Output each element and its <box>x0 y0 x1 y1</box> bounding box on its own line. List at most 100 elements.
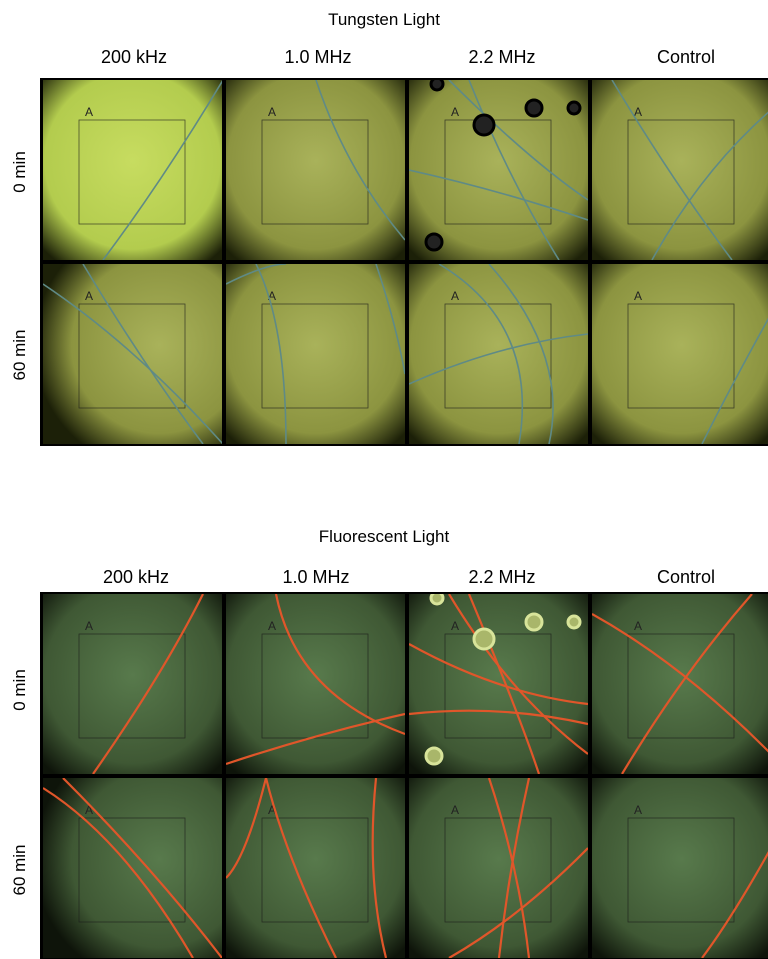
fiber <box>448 594 588 755</box>
micrograph-panel: A <box>226 778 405 958</box>
micrograph-image: A <box>226 264 405 444</box>
micrograph-panel: A <box>409 594 588 774</box>
fiber <box>62 778 222 958</box>
row-label: 0 min <box>10 151 29 193</box>
row-label: 60 min <box>10 844 29 896</box>
panel-label: A <box>85 105 93 119</box>
panel-label: A <box>634 619 642 633</box>
fiber <box>226 778 268 879</box>
panel-label: A <box>85 803 93 817</box>
panel-label: A <box>268 803 276 817</box>
bubble <box>524 98 544 118</box>
reference-square <box>627 633 735 739</box>
reference-square <box>261 303 369 409</box>
panel-label: A <box>85 619 93 633</box>
fiber <box>701 317 768 444</box>
reference-square <box>261 119 369 225</box>
column-label: 2.2 MHz <box>468 567 536 587</box>
micrograph-panel: A <box>43 594 222 774</box>
fiber <box>264 778 337 958</box>
fiber <box>255 264 287 444</box>
micrograph-image: A <box>43 778 222 958</box>
fiber <box>487 778 531 958</box>
panel-label: A <box>268 619 276 633</box>
micrograph-panel: A <box>592 778 768 958</box>
fiber <box>701 851 768 958</box>
micrograph-panel: A <box>409 778 588 958</box>
column-label: Control <box>656 567 716 587</box>
micrograph-image: A <box>592 80 768 260</box>
fiber <box>274 594 405 736</box>
section-title-fluorescent: Fluorescent Light <box>318 527 450 546</box>
panel-label: A <box>634 289 642 303</box>
fiber <box>488 264 554 444</box>
micrograph-image: A <box>43 80 222 260</box>
fiber <box>43 283 222 444</box>
reference-square <box>627 119 735 225</box>
reference-square <box>261 817 369 923</box>
column-label: 200 kHz <box>100 47 168 67</box>
micrograph-image: A <box>409 594 588 774</box>
micrograph-image: A <box>409 80 588 260</box>
reference-square <box>444 303 552 409</box>
micrograph-image: A <box>409 778 588 958</box>
micrograph-image: A <box>409 264 588 444</box>
column-label: Control <box>656 47 716 67</box>
micrograph-image: A <box>226 778 405 958</box>
micrograph-image: A <box>592 594 768 774</box>
micrograph-image: A <box>592 264 768 444</box>
micrograph-grid-tungsten: A A A A A A A A <box>40 78 768 446</box>
fiber <box>448 80 588 201</box>
reference-square <box>78 303 186 409</box>
bubble <box>429 594 445 606</box>
panel-label: A <box>268 289 276 303</box>
fiber <box>409 709 588 726</box>
bubble <box>566 614 582 630</box>
micrograph-panel: A <box>592 80 768 260</box>
reference-square <box>627 817 735 923</box>
fiber <box>468 80 560 260</box>
fiber <box>438 264 523 444</box>
bubble <box>429 80 445 92</box>
fiber <box>651 111 768 260</box>
micrograph-image: A <box>226 80 405 260</box>
micrograph-panel: A <box>226 594 405 774</box>
column-label: 1.0 MHz <box>284 47 352 67</box>
section-title-tungsten: Tungsten Light <box>328 10 440 29</box>
fiber <box>82 264 204 444</box>
bubble <box>472 113 496 137</box>
panel-label: A <box>451 105 459 119</box>
reference-square <box>78 119 186 225</box>
panel-label: A <box>634 803 642 817</box>
fiber <box>467 594 541 774</box>
reference-square <box>261 633 369 739</box>
fiber <box>409 169 588 221</box>
micrograph-panel: A <box>592 594 768 774</box>
micrograph-grid-fluorescent: A A A A A A A A <box>40 592 768 959</box>
fiber <box>43 787 194 958</box>
micrograph-image: A <box>43 594 222 774</box>
bubble <box>424 232 444 252</box>
micrograph-panel: A <box>43 80 222 260</box>
reference-square <box>627 303 735 409</box>
row-label: 60 min <box>10 329 29 381</box>
fiber <box>102 80 222 260</box>
panel-label: A <box>268 105 276 119</box>
reference-square <box>444 633 552 739</box>
bubble <box>472 627 496 651</box>
panel-label: A <box>451 289 459 303</box>
fiber <box>611 80 733 260</box>
bubble <box>566 100 582 116</box>
panel-label: A <box>634 105 642 119</box>
column-label: 200 kHz <box>102 567 170 587</box>
fiber <box>371 778 388 958</box>
bubble <box>424 746 444 766</box>
fiber <box>226 264 287 285</box>
reference-square <box>444 817 552 923</box>
fiber <box>375 264 405 375</box>
micrograph-image: A <box>592 778 768 958</box>
bubble <box>524 612 544 632</box>
fiber <box>409 643 588 706</box>
fiber <box>315 80 405 241</box>
panel-label: A <box>85 289 93 303</box>
